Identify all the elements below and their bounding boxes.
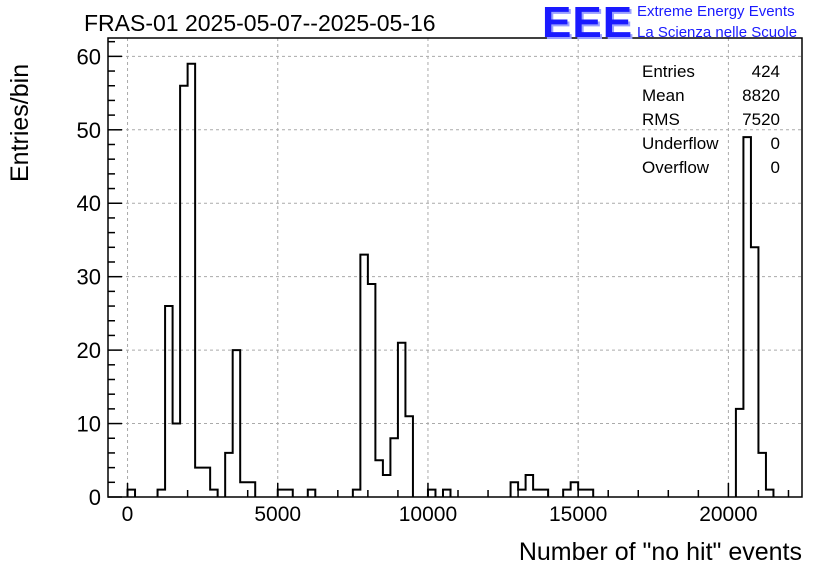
histogram-bin bbox=[188, 64, 196, 497]
x-tick-label: 0 bbox=[122, 503, 134, 526]
histogram-bin bbox=[368, 284, 376, 497]
histogram-bin bbox=[443, 490, 451, 497]
histogram-bin bbox=[533, 490, 541, 497]
y-tick-label: 50 bbox=[77, 118, 101, 143]
histogram-bin bbox=[308, 490, 316, 497]
stats-box: Entries 424 Mean 8820 RMS 7520 Underflow… bbox=[642, 60, 780, 180]
histogram-bin bbox=[165, 306, 173, 497]
x-tick-label: 5000 bbox=[254, 503, 301, 526]
histogram-bin bbox=[511, 482, 519, 497]
histogram-bin bbox=[563, 490, 571, 497]
logo-line-1: Extreme Energy Events bbox=[637, 3, 795, 20]
histogram-bin bbox=[390, 438, 398, 497]
stat-label: Overflow bbox=[642, 158, 710, 177]
histogram-bin bbox=[526, 475, 534, 497]
stat-row-underflow: Underflow 0 bbox=[642, 132, 780, 156]
stat-value: 0 bbox=[770, 158, 780, 177]
y-axis-label: Entries/bin bbox=[6, 63, 34, 182]
y-tick-label: 10 bbox=[77, 412, 101, 437]
x-tick-label: 20000 bbox=[699, 503, 757, 526]
histogram-bin bbox=[518, 490, 526, 497]
histogram-bin bbox=[180, 86, 188, 497]
histogram-bin bbox=[195, 468, 210, 497]
histogram-bin bbox=[571, 482, 579, 497]
stat-label: Entries bbox=[642, 62, 695, 81]
histogram-bin bbox=[758, 453, 766, 497]
histogram-bin bbox=[405, 416, 413, 497]
stat-value: 0 bbox=[770, 134, 780, 153]
eee-logo: EEE bbox=[542, 0, 634, 47]
histogram-bin bbox=[173, 424, 181, 497]
histogram-bin bbox=[158, 490, 166, 497]
stat-row-entries: Entries 424 bbox=[642, 60, 780, 84]
stat-value: 7520 bbox=[742, 110, 780, 129]
x-tick-label: 15000 bbox=[549, 503, 607, 526]
chart-title: FRAS-01 2025-05-07--2025-05-16 bbox=[84, 10, 436, 36]
y-tick-label: 60 bbox=[77, 44, 101, 69]
histogram-bin bbox=[578, 490, 593, 497]
histogram-bin bbox=[541, 490, 549, 497]
plot-frame bbox=[107, 37, 803, 498]
histogram-bin bbox=[736, 409, 744, 497]
histogram-bin bbox=[360, 255, 368, 497]
y-tick-label: 20 bbox=[77, 338, 101, 363]
x-axis-label: Number of "no hit" events bbox=[518, 538, 802, 566]
histogram-bin bbox=[128, 490, 136, 497]
histogram-bars bbox=[126, 62, 775, 497]
histogram-bin bbox=[766, 490, 774, 497]
histogram-bin bbox=[375, 460, 383, 497]
histogram-bin bbox=[751, 247, 759, 497]
y-tick-label: 40 bbox=[77, 191, 101, 216]
stat-label: Mean bbox=[642, 86, 685, 105]
stat-value: 424 bbox=[751, 62, 780, 81]
stat-row-overflow: Overflow 0 bbox=[642, 156, 780, 180]
x-tick-label: 10000 bbox=[399, 503, 457, 526]
histogram-bin bbox=[428, 490, 436, 497]
y-tick-label: 0 bbox=[89, 485, 101, 510]
stat-label: Underflow bbox=[642, 134, 719, 153]
histogram-bin bbox=[383, 475, 391, 497]
stat-value: 8820 bbox=[742, 86, 780, 105]
y-tick-label: 30 bbox=[77, 265, 101, 290]
logo-line-2: La Scienza nelle Scuole bbox=[637, 24, 798, 41]
stat-row-rms: RMS 7520 bbox=[642, 108, 780, 132]
stat-row-mean: Mean 8820 bbox=[642, 84, 780, 108]
histogram-outline bbox=[126, 62, 775, 497]
y-axis-ticks: 0 10 20 30 40 50 60 bbox=[77, 40, 122, 510]
histogram-bin bbox=[225, 453, 233, 497]
histogram-bin bbox=[210, 490, 218, 497]
histogram-bin bbox=[278, 490, 293, 497]
histogram-bin bbox=[398, 343, 406, 497]
x-axis-ticks: 0 5000 10000 15000 20000 bbox=[122, 483, 790, 526]
histogram-bin bbox=[353, 490, 361, 497]
stat-label: RMS bbox=[642, 110, 680, 129]
histogram-bin bbox=[743, 137, 751, 497]
